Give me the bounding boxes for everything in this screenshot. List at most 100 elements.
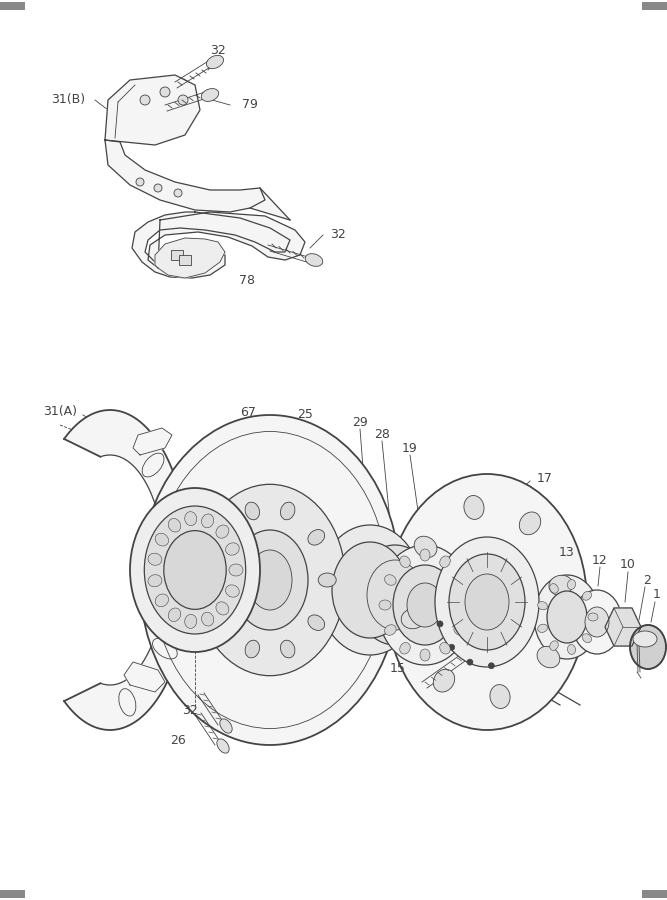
Ellipse shape: [387, 474, 587, 730]
Ellipse shape: [434, 670, 455, 692]
Text: 32: 32: [210, 43, 226, 57]
Text: 10: 10: [620, 559, 636, 572]
Ellipse shape: [201, 514, 213, 527]
Polygon shape: [250, 188, 290, 220]
Ellipse shape: [547, 591, 587, 643]
Ellipse shape: [538, 625, 548, 633]
Bar: [171, 250, 183, 260]
Ellipse shape: [420, 549, 430, 561]
Ellipse shape: [585, 607, 609, 637]
Ellipse shape: [155, 594, 169, 607]
Text: 25: 25: [297, 409, 313, 421]
Polygon shape: [132, 212, 290, 278]
Text: 78: 78: [239, 274, 255, 286]
Ellipse shape: [633, 631, 657, 647]
Ellipse shape: [520, 512, 541, 535]
Circle shape: [467, 659, 473, 665]
Ellipse shape: [385, 625, 396, 635]
Ellipse shape: [465, 574, 509, 630]
Circle shape: [178, 95, 188, 105]
Text: 67: 67: [240, 406, 256, 419]
Ellipse shape: [148, 554, 162, 565]
Ellipse shape: [400, 643, 410, 654]
Polygon shape: [124, 662, 165, 692]
Ellipse shape: [225, 543, 239, 555]
Text: 79: 79: [242, 98, 258, 112]
Ellipse shape: [420, 649, 430, 661]
Ellipse shape: [185, 615, 197, 628]
Ellipse shape: [537, 646, 560, 668]
Ellipse shape: [248, 550, 292, 610]
Ellipse shape: [168, 608, 181, 622]
Text: 31(B): 31(B): [51, 94, 85, 106]
Bar: [179, 255, 191, 265]
Ellipse shape: [454, 625, 466, 635]
Ellipse shape: [164, 531, 226, 609]
Ellipse shape: [464, 496, 484, 519]
Ellipse shape: [400, 556, 410, 568]
Ellipse shape: [401, 608, 425, 629]
Ellipse shape: [155, 534, 169, 546]
Ellipse shape: [229, 564, 243, 576]
Ellipse shape: [440, 643, 450, 654]
Text: 13: 13: [559, 545, 575, 559]
Text: 1: 1: [653, 589, 661, 601]
Ellipse shape: [119, 688, 136, 716]
Ellipse shape: [305, 254, 323, 266]
Ellipse shape: [140, 415, 400, 745]
Ellipse shape: [550, 584, 558, 593]
Circle shape: [437, 621, 443, 627]
Circle shape: [140, 95, 150, 105]
Ellipse shape: [217, 739, 229, 753]
Ellipse shape: [332, 542, 408, 638]
Ellipse shape: [538, 601, 548, 610]
Ellipse shape: [385, 575, 396, 585]
Text: 26: 26: [170, 734, 186, 746]
Ellipse shape: [215, 529, 232, 545]
Ellipse shape: [142, 454, 164, 477]
Ellipse shape: [201, 88, 219, 102]
Ellipse shape: [168, 518, 181, 532]
Text: 29: 29: [352, 416, 368, 428]
Ellipse shape: [435, 537, 539, 667]
Circle shape: [160, 87, 170, 97]
Ellipse shape: [245, 502, 259, 520]
Ellipse shape: [367, 560, 423, 630]
Polygon shape: [155, 238, 225, 278]
Text: 32: 32: [330, 229, 346, 241]
Bar: [642, 890, 667, 898]
Ellipse shape: [440, 556, 450, 568]
Ellipse shape: [153, 638, 177, 659]
Ellipse shape: [280, 502, 295, 520]
Ellipse shape: [377, 545, 473, 665]
Ellipse shape: [308, 615, 325, 630]
Ellipse shape: [144, 506, 245, 634]
Ellipse shape: [215, 615, 232, 630]
Ellipse shape: [185, 511, 197, 526]
Ellipse shape: [232, 530, 308, 630]
Ellipse shape: [207, 56, 223, 68]
Text: 2: 2: [643, 573, 651, 587]
Ellipse shape: [414, 536, 437, 558]
Bar: [0, 2, 25, 10]
Ellipse shape: [630, 625, 666, 669]
Ellipse shape: [582, 634, 592, 643]
Circle shape: [488, 662, 494, 669]
Ellipse shape: [379, 600, 391, 610]
Ellipse shape: [216, 525, 229, 538]
Circle shape: [136, 178, 144, 186]
Ellipse shape: [318, 573, 336, 587]
Bar: [642, 2, 667, 10]
Polygon shape: [148, 212, 305, 268]
Ellipse shape: [568, 644, 576, 654]
Polygon shape: [605, 608, 641, 646]
Ellipse shape: [195, 484, 346, 676]
Circle shape: [174, 189, 182, 197]
Ellipse shape: [449, 554, 525, 650]
Text: 31(A): 31(A): [43, 406, 77, 419]
Circle shape: [449, 644, 455, 651]
Text: 28: 28: [374, 428, 390, 440]
Ellipse shape: [162, 538, 190, 554]
Polygon shape: [105, 140, 265, 212]
Text: 15: 15: [390, 662, 406, 674]
